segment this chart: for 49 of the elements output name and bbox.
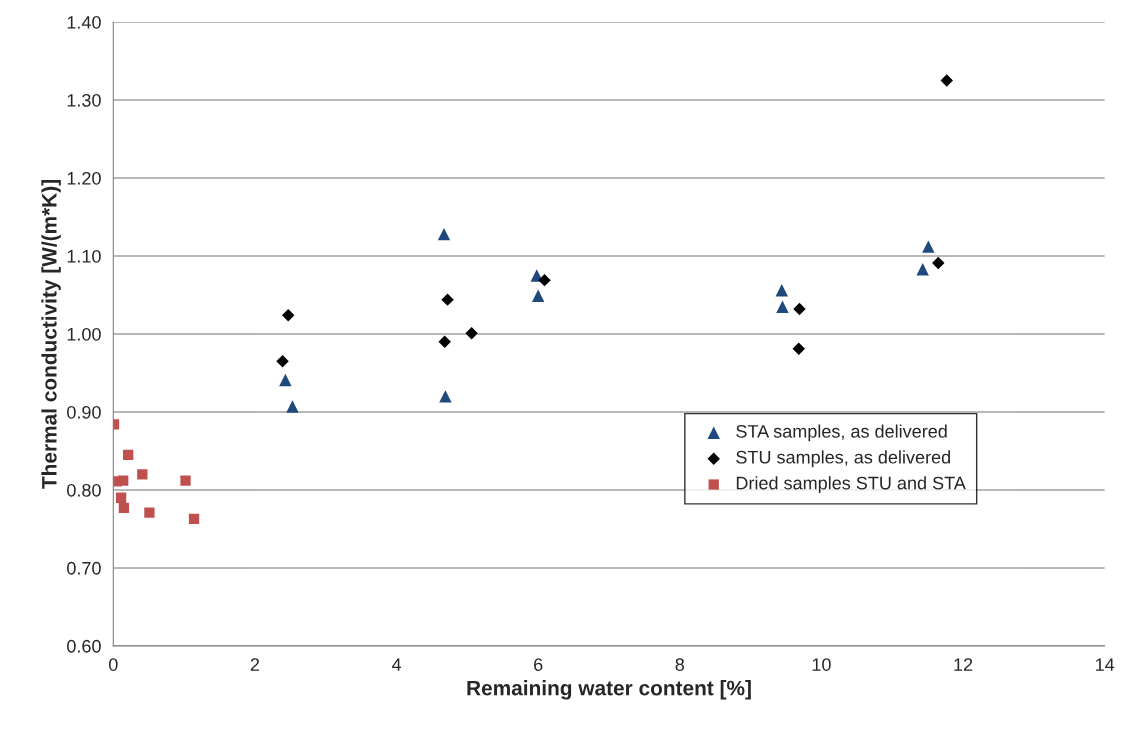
point <box>180 475 191 486</box>
x-tick-label: 14 <box>1096 658 1115 671</box>
point <box>118 475 129 486</box>
point <box>940 74 953 87</box>
point <box>538 273 551 287</box>
y-tick-label: 1.40 <box>67 15 101 29</box>
point <box>439 390 452 403</box>
x-tick-label: 12 <box>954 658 973 671</box>
point <box>282 309 295 322</box>
x-tick-label: 0 <box>108 658 118 671</box>
point <box>775 284 788 297</box>
x-axis-title: Remaining water content [%] <box>467 680 751 700</box>
y-tick-label: 0.80 <box>67 483 101 497</box>
point <box>776 300 789 313</box>
point <box>792 342 805 355</box>
x-tick-label: 2 <box>250 658 260 671</box>
y-tick-label: 0.70 <box>67 561 101 575</box>
point <box>115 492 127 503</box>
point <box>531 289 545 302</box>
point <box>286 400 299 413</box>
y-tick-label: 1.30 <box>67 93 101 107</box>
point <box>144 507 155 518</box>
point <box>137 469 148 480</box>
point <box>932 256 945 270</box>
y-tick-label: 0.60 <box>67 639 101 653</box>
x-tick-label: 6 <box>534 658 543 671</box>
point <box>793 302 806 316</box>
x-tick-label: 8 <box>675 658 685 671</box>
y-tick-label: 1.00 <box>67 327 101 341</box>
y-tick-label: 1.20 <box>67 171 101 185</box>
point <box>916 263 929 276</box>
y-tick-label: 0.90 <box>67 405 101 419</box>
legend-label: STA samples, as delivered <box>736 424 947 442</box>
point <box>188 513 200 524</box>
y-axis-title: Thermal conductivity [W/(m*K)] <box>41 180 61 489</box>
y-tick-label: 1.10 <box>67 249 101 263</box>
x-tick-label: 10 <box>812 658 831 671</box>
point <box>437 227 451 241</box>
point <box>123 449 134 460</box>
point <box>276 355 289 368</box>
point <box>441 293 454 306</box>
point <box>438 335 451 348</box>
point <box>279 373 292 387</box>
point <box>118 502 130 514</box>
x-tick-label: 4 <box>391 658 402 671</box>
point <box>922 240 935 253</box>
legend-label: STU samples, as delivered <box>736 450 950 468</box>
point <box>465 326 478 340</box>
legend-label: Dried samples STU and STA <box>736 476 966 494</box>
